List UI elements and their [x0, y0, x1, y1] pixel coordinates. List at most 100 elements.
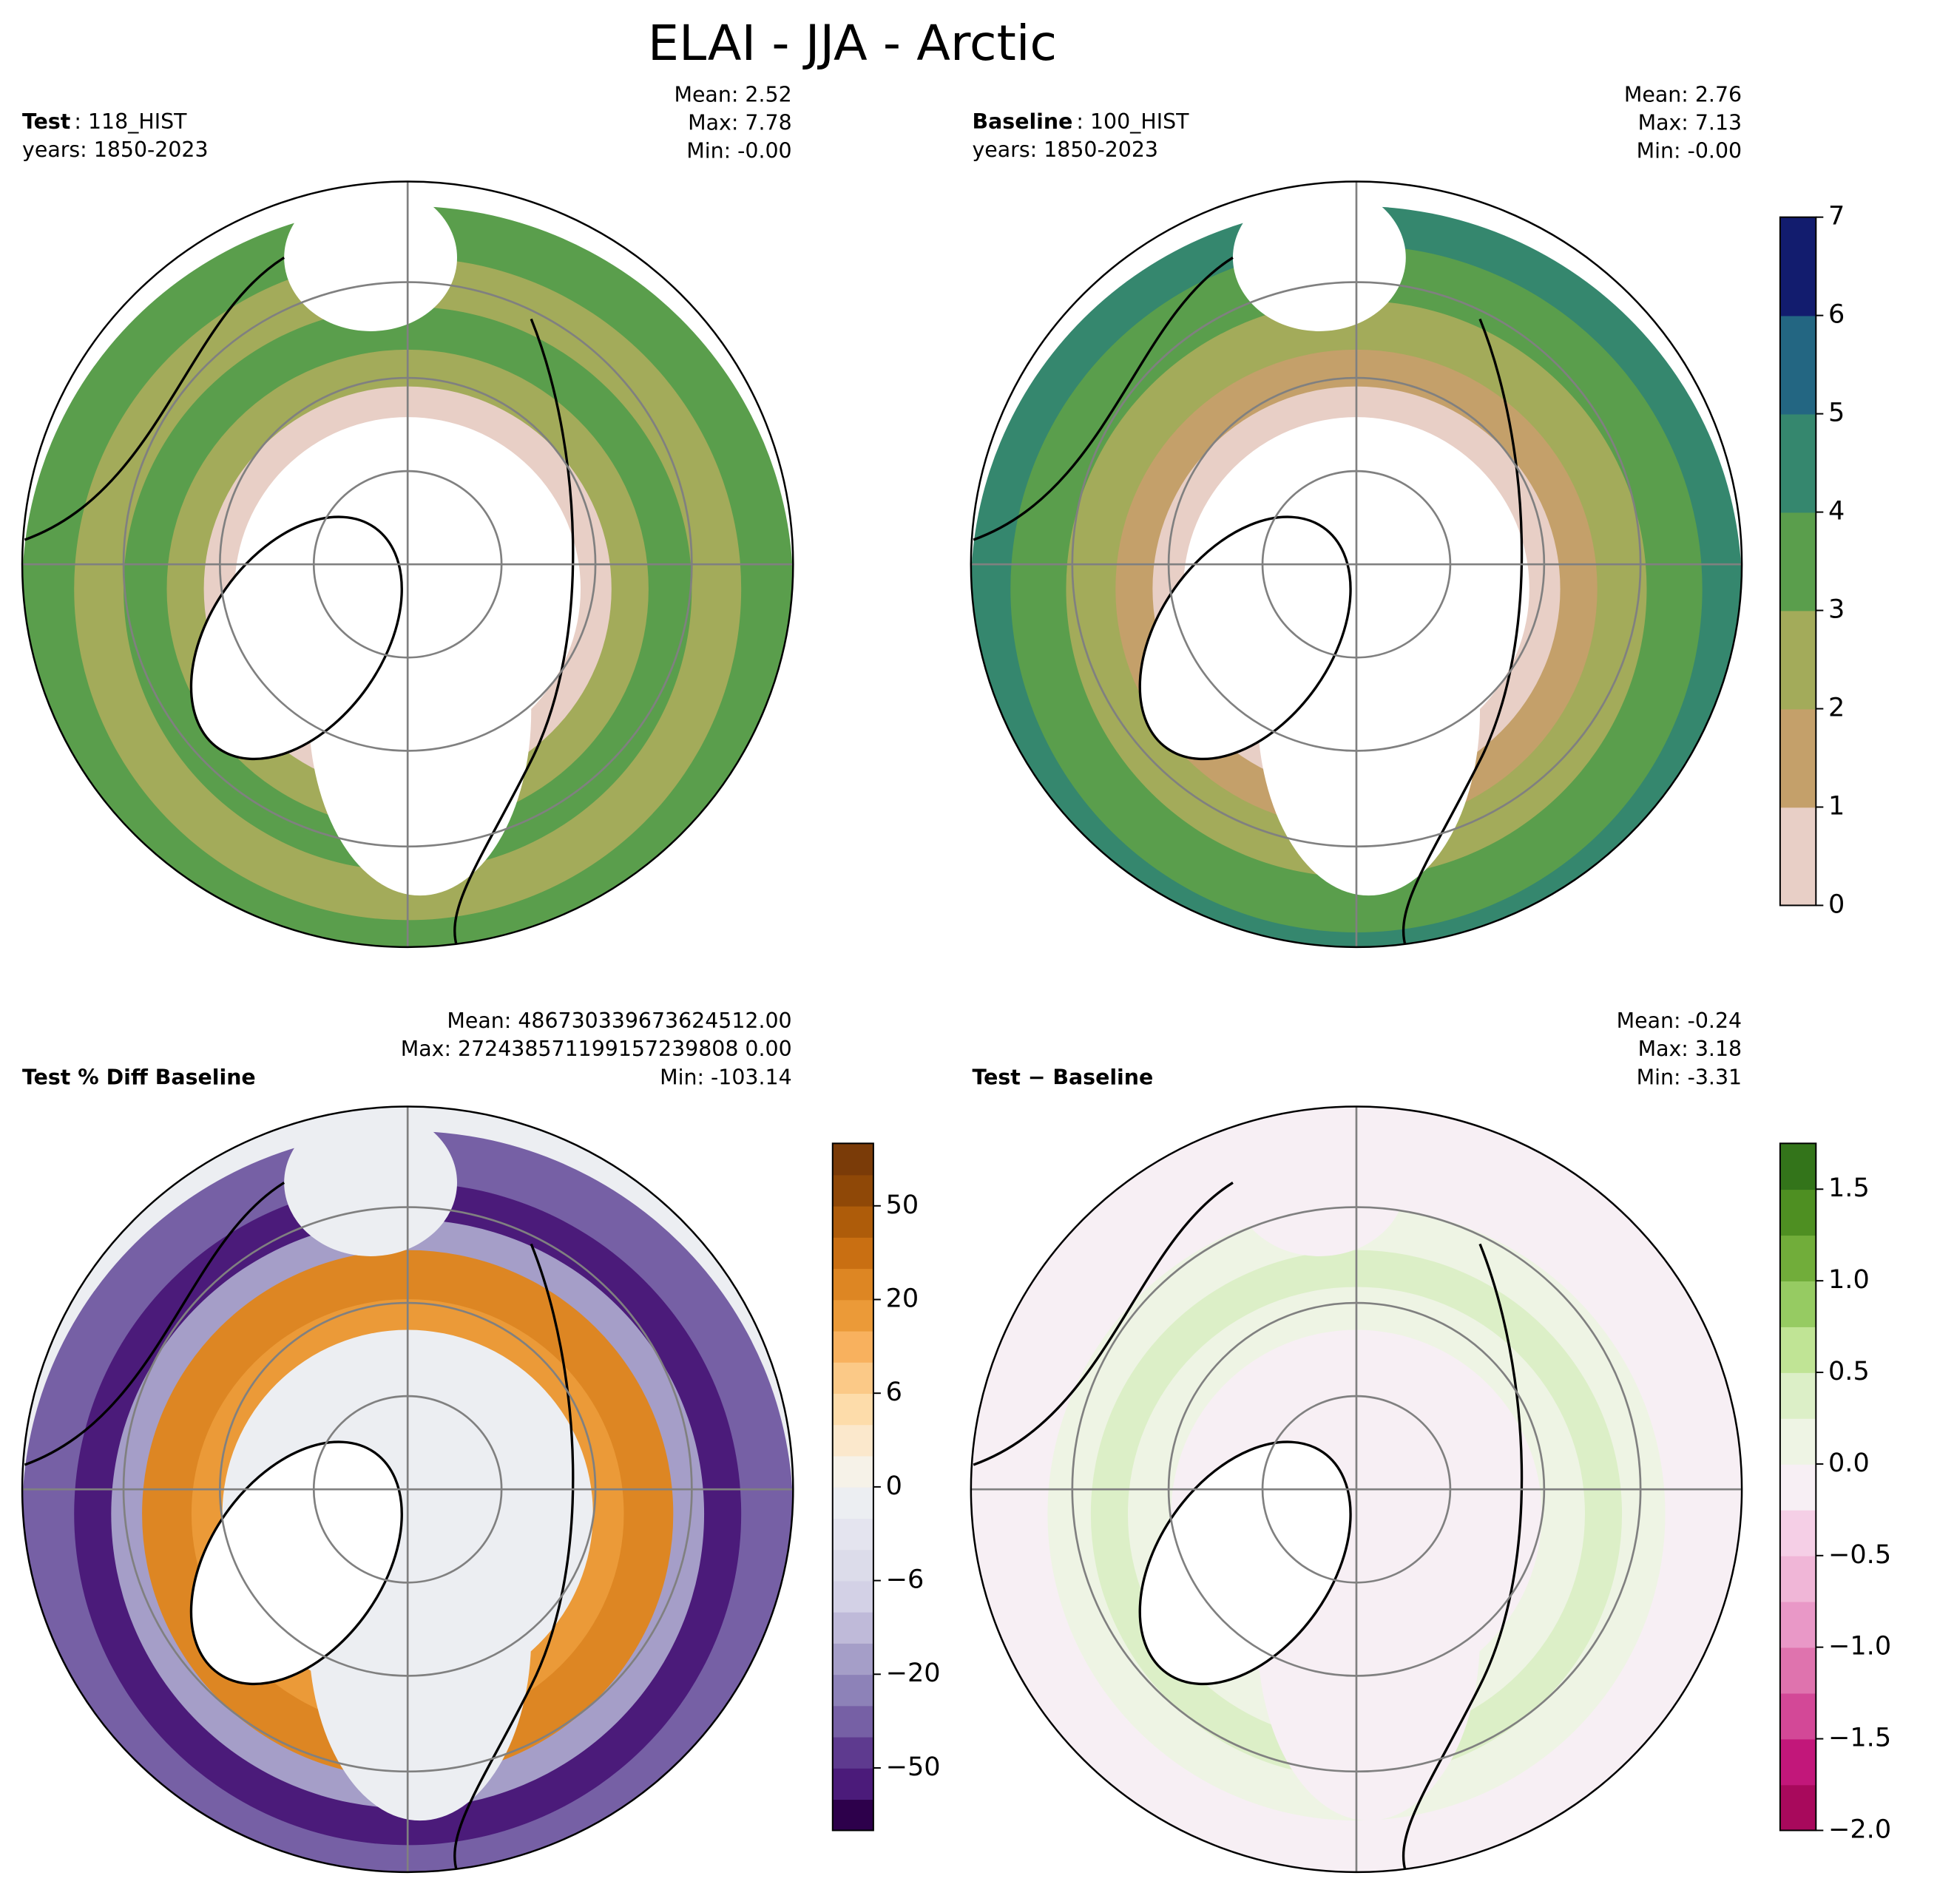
colorbar-segment: [832, 1799, 873, 1832]
colorbar-segment: [1779, 1693, 1816, 1740]
colorbar-segment: [832, 1143, 873, 1176]
colorbar-tick-label: 3: [1828, 595, 1845, 625]
colorbar-segment: [832, 1767, 873, 1800]
greenland: [1138, 515, 1352, 761]
stat: Min: -103.14: [660, 1065, 792, 1089]
map-border: [21, 1105, 794, 1874]
colorbar-frame: [1779, 1142, 1817, 1832]
colorbar-tick-label: 6: [886, 1378, 902, 1407]
map: [22, 1106, 794, 1872]
stat: Max: 7.13: [1638, 111, 1742, 135]
colorbar-segment: [832, 1237, 873, 1270]
colorbar-segment: [832, 1611, 873, 1644]
map-border: [21, 180, 794, 949]
colorbar-tick-label: −2.0: [1828, 1815, 1891, 1845]
greenland: [189, 515, 403, 761]
colorbar-tick-label: 2: [1828, 694, 1845, 723]
colorbar-segment: [832, 1455, 873, 1488]
coastline: [24, 257, 575, 947]
colorbar-segment: [1779, 1143, 1816, 1190]
greenland: [1138, 1440, 1352, 1686]
colorbar-tick-label: 1.0: [1828, 1265, 1870, 1295]
colorbar-segment: [832, 1580, 873, 1613]
colorbar-segment: [1779, 1647, 1816, 1694]
colorbar-segment: [1779, 1601, 1816, 1648]
colorbar-segment: [832, 1549, 873, 1582]
coastline: [973, 257, 1524, 947]
colorbar-tick-label: 0: [886, 1471, 902, 1501]
colorbar-segment: [1779, 217, 1816, 316]
colorbar-segment: [1779, 1281, 1816, 1327]
colorbar-tick-label: 20: [886, 1284, 919, 1314]
ocean: [1232, 183, 1406, 331]
colorbar-segment: [1779, 610, 1816, 710]
colorbar-segment: [832, 1674, 873, 1707]
colorbar-segment: [1779, 512, 1816, 611]
colorbar-segment: [1779, 1463, 1816, 1511]
map-border: [970, 180, 1743, 949]
colorbar-frame: [1779, 216, 1817, 907]
colorbar-tick-label: 5: [1828, 399, 1845, 428]
colorbar-segment: [832, 1705, 873, 1738]
colorbar-segment: [1779, 1189, 1816, 1236]
colorbar-segment: [832, 1424, 873, 1457]
colorbar-segment: [832, 1736, 873, 1769]
colorbar-tick-label: −0.5: [1828, 1540, 1891, 1570]
colorbar-segment: [1779, 315, 1816, 415]
colorbar-tick-label: 7: [1828, 202, 1845, 231]
stat: Max: 7.78: [688, 111, 792, 135]
colorbar-tick-label: 0.5: [1828, 1357, 1870, 1386]
case-name: : 118_HIST: [74, 109, 187, 134]
map: [970, 1106, 1742, 1872]
stat: Min: -3.31: [1637, 1065, 1742, 1089]
colorbar-tick-label: 50: [886, 1190, 919, 1220]
map-border: [970, 1105, 1743, 1874]
stat: Max: 3.18: [1638, 1037, 1742, 1061]
colorbar-tick-label: −20: [886, 1659, 941, 1688]
colorbar-segment: [832, 1174, 873, 1207]
colorbar-segment: [1779, 1327, 1816, 1373]
panel-label: Baseline: [973, 109, 1073, 134]
colorbar-segment: [832, 1205, 873, 1238]
stat: Max: 272438571199157239808 0.00: [401, 1037, 792, 1061]
map: [970, 181, 1742, 947]
colorbar-segment: [1779, 1372, 1816, 1419]
colorbar-tick-label: −1.5: [1828, 1724, 1891, 1753]
colorbar-segment: [1779, 1509, 1816, 1556]
colorbar-tick-label: −50: [886, 1752, 941, 1782]
stat: Mean: 2.76: [1624, 82, 1742, 106]
colorbar-segment: [1779, 807, 1816, 907]
years: years: 1850-2023: [22, 138, 208, 162]
colorbar-segment: [1779, 413, 1816, 513]
figure-title: ELAI - JJA - Arctic: [648, 14, 1057, 72]
panel-label: Test % Diff Baseline: [22, 1065, 256, 1089]
colorbar-segment: [1779, 1784, 1816, 1832]
stat: Mean: 2.52: [674, 82, 791, 106]
colorbar-segment: [832, 1361, 873, 1395]
colorbar-segment: [1779, 1738, 1816, 1786]
colorbar-segment: [1779, 1235, 1816, 1281]
case-name: : 100_HIST: [1076, 109, 1189, 134]
colorbar-tick-label: 1.5: [1828, 1173, 1870, 1203]
stat: Min: -0.00: [1637, 139, 1742, 163]
colorbar-tick-label: 6: [1828, 300, 1845, 330]
colorbar-tick-label: 1: [1828, 792, 1845, 821]
ocean: [284, 183, 458, 331]
colorbar-segment: [832, 1518, 873, 1551]
panel-label: Test: [22, 109, 70, 134]
ocean: [1232, 1108, 1406, 1256]
colorbar-segment: [832, 1330, 873, 1363]
stat: Mean: -0.24: [1617, 1009, 1742, 1033]
colorbar-segment: [832, 1299, 873, 1332]
colorbar-segment: [832, 1268, 873, 1301]
coastline: [973, 1182, 1524, 1872]
colorbar-tick-label: 0: [1828, 890, 1845, 920]
years: years: 1850-2023: [973, 138, 1158, 162]
colorbar-segment: [1779, 708, 1816, 808]
ocean: [284, 1108, 458, 1256]
colorbar-tick-label: 0.0: [1828, 1449, 1870, 1478]
colorbar-segment: [832, 1486, 873, 1519]
panel-label: Test − Baseline: [973, 1065, 1154, 1089]
